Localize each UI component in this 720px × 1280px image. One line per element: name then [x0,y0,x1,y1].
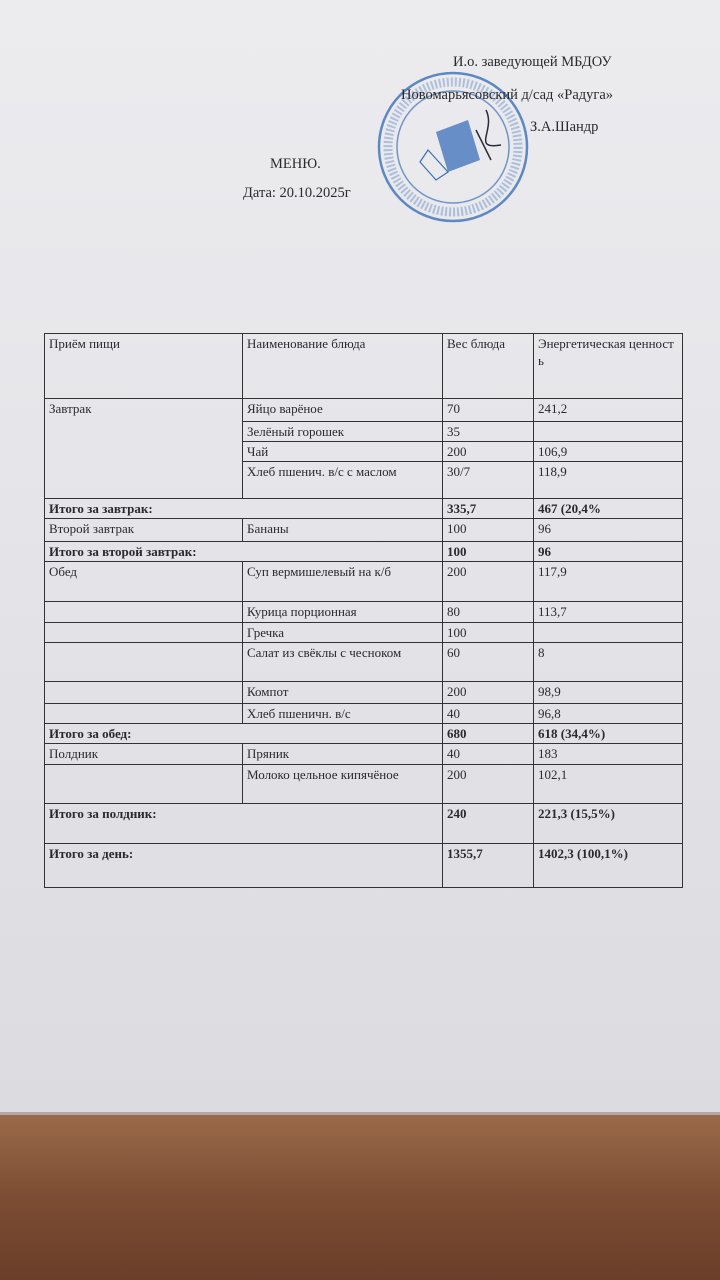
energy-cell: 98,9 [533,681,683,704]
energy-cell: 117,9 [533,561,683,602]
official-stamp-icon [377,71,529,223]
energy-cell [533,421,683,442]
table-row: Завтрак Яйцо варёное 70 241,2 [44,398,683,422]
approval-signer: З.А.Шандр [530,119,599,135]
meal-cell [44,703,243,724]
total-label: Итого за обед: [44,723,443,744]
weight-cell: 30/7 [442,461,534,499]
weight-cell: 35 [442,421,534,442]
dish-cell: Пряник [242,743,443,765]
table-row: Второй завтрак Бананы 100 96 [44,518,683,542]
table-row: Салат из свёклы с чесноком 60 8 [44,642,683,682]
table-total-row: Итого за второй завтрак: 100 96 [44,541,683,562]
total-label: Итого за полдник: [44,803,443,844]
meal-cell [44,764,243,804]
energy-cell: 96,8 [533,703,683,724]
table-row: Зелёный горошек 35 [44,421,683,442]
menu-date: Дата: 20.10.2025г [243,185,351,201]
total-energy: 618 (34,4%) [533,723,683,744]
weight-cell: 60 [442,642,534,682]
approval-line-2: Новомарьясовский д/сад «Радуга» [401,87,614,103]
total-energy: 96 [533,541,683,562]
table-total-row: Итого за обед: 680 618 (34,4%) [44,723,683,744]
meal-cell: Обед [44,561,243,602]
energy-cell: 118,9 [533,461,683,499]
meal-cell [44,441,243,462]
dish-cell: Хлеб пшеничн. в/с [242,703,443,724]
total-energy: 467 (20,4% [533,498,683,519]
dish-cell: Суп вермишелевый на к/б [242,561,443,602]
meal-cell: Второй завтрак [44,518,243,542]
table-row: Компот 200 98,9 [44,681,683,704]
table-header-row: Приём пищи Наименование блюда Вес блюда … [44,333,683,399]
total-weight: 100 [442,541,534,562]
total-weight: 680 [442,723,534,744]
approval-line-1: И.о. заведующей МБДОУ [453,54,612,70]
meal-cell [44,461,243,499]
weight-cell: 40 [442,703,534,724]
header-energy: Энергетическая ценность [533,333,683,399]
total-weight: 1355,7 [442,843,534,888]
total-label: Итого за второй завтрак: [44,541,443,562]
total-label: Итого за завтрак: [44,498,443,519]
weight-cell: 200 [442,764,534,804]
dish-cell: Хлеб пшенич. в/с с маслом [242,461,443,499]
page-title: МЕНЮ. [270,156,321,172]
header-weight: Вес блюда [442,333,534,399]
energy-cell: 241,2 [533,398,683,422]
energy-cell: 8 [533,642,683,682]
table-row: Хлеб пшеничн. в/с 40 96,8 [44,703,683,724]
meal-cell: Завтрак [44,398,243,422]
meal-cell: Полдник [44,743,243,765]
header-dish: Наименование блюда [242,333,443,399]
weight-cell: 200 [442,681,534,704]
dish-cell: Зелёный горошек [242,421,443,442]
meal-cell [44,681,243,704]
table-row: Полдник Пряник 40 183 [44,743,683,765]
menu-table: Приём пищи Наименование блюда Вес блюда … [44,333,683,888]
dish-cell: Гречка [242,622,443,643]
dish-cell: Молоко цельное кипячёное [242,764,443,804]
table-row: Хлеб пшенич. в/с с маслом 30/7 118,9 [44,461,683,499]
weight-cell: 100 [442,622,534,643]
energy-cell: 183 [533,743,683,765]
table-row: Курица порционная 80 113,7 [44,601,683,623]
total-energy: 221,3 (15,5%) [533,803,683,844]
meal-cell [44,642,243,682]
table-total-row: Итого за завтрак: 335,7 467 (20,4% [44,498,683,519]
header-meal: Приём пищи [44,333,243,399]
dish-cell: Чай [242,441,443,462]
dish-cell: Яйцо варёное [242,398,443,422]
weight-cell: 70 [442,398,534,422]
dish-cell: Бананы [242,518,443,542]
total-weight: 335,7 [442,498,534,519]
table-row: Молоко цельное кипячёное 200 102,1 [44,764,683,804]
table-total-row: Итого за полдник: 240 221,3 (15,5%) [44,803,683,844]
dish-cell: Компот [242,681,443,704]
table-total-row: Итого за день: 1355,7 1402,3 (100,1%) [44,843,683,888]
weight-cell: 40 [442,743,534,765]
dish-cell: Курица порционная [242,601,443,623]
total-weight: 240 [442,803,534,844]
energy-cell: 96 [533,518,683,542]
weight-cell: 200 [442,441,534,462]
wooden-surface [0,1115,720,1280]
weight-cell: 80 [442,601,534,623]
dish-cell: Салат из свёклы с чесноком [242,642,443,682]
meal-cell [44,622,243,643]
table-row: Чай 200 106,9 [44,441,683,462]
energy-cell: 106,9 [533,441,683,462]
total-label: Итого за день: [44,843,443,888]
total-energy: 1402,3 (100,1%) [533,843,683,888]
table-row: Гречка 100 [44,622,683,643]
energy-cell [533,622,683,643]
meal-cell [44,421,243,442]
meal-cell [44,601,243,623]
weight-cell: 100 [442,518,534,542]
energy-cell: 102,1 [533,764,683,804]
energy-cell: 113,7 [533,601,683,623]
table-row: Обед Суп вермишелевый на к/б 200 117,9 [44,561,683,602]
weight-cell: 200 [442,561,534,602]
